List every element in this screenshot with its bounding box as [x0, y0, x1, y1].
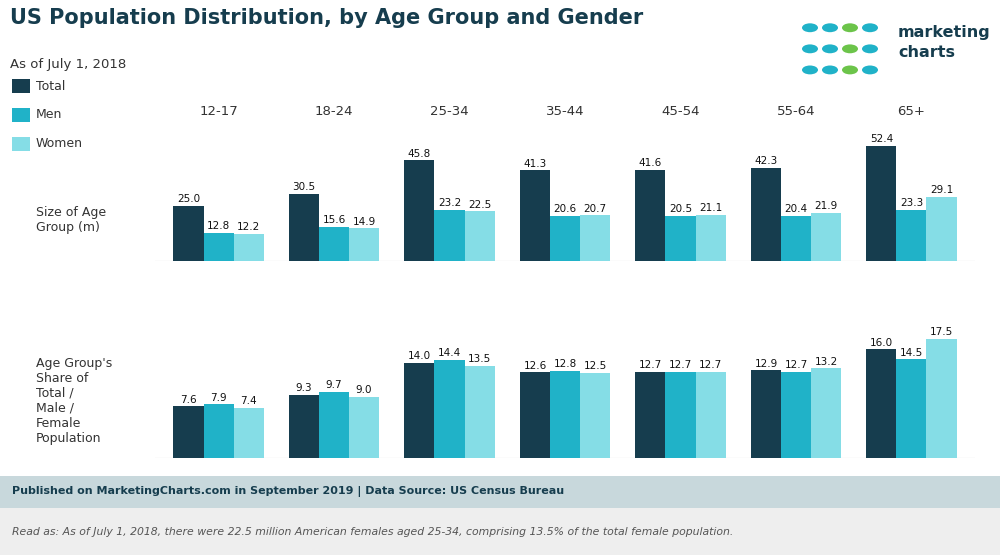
Text: 21.1: 21.1 — [699, 203, 722, 213]
Text: 23.2: 23.2 — [438, 198, 461, 208]
Text: Total: Total — [36, 79, 65, 93]
Text: 12.5: 12.5 — [583, 361, 607, 371]
Bar — [289, 395, 319, 458]
Text: 30.5: 30.5 — [292, 183, 316, 193]
Bar — [926, 339, 957, 458]
Bar — [866, 146, 896, 261]
Text: 7.9: 7.9 — [210, 392, 227, 402]
Bar — [434, 210, 465, 261]
Bar — [520, 170, 550, 261]
Bar — [234, 407, 264, 458]
Bar — [349, 228, 379, 261]
Text: 23.3: 23.3 — [900, 198, 923, 208]
Bar — [751, 370, 781, 458]
Text: Men: Men — [36, 108, 62, 122]
Text: 14.9: 14.9 — [352, 216, 376, 226]
Text: 41.3: 41.3 — [523, 159, 547, 169]
Text: 13.5: 13.5 — [468, 355, 491, 365]
Text: 7.4: 7.4 — [240, 396, 257, 406]
Bar — [665, 216, 696, 261]
Text: 20.6: 20.6 — [553, 204, 577, 214]
Bar — [234, 234, 264, 261]
Bar — [465, 366, 495, 458]
Bar — [635, 371, 665, 458]
Bar — [173, 206, 204, 261]
Text: 15.6: 15.6 — [322, 215, 346, 225]
Text: As of July 1, 2018: As of July 1, 2018 — [10, 58, 126, 71]
Bar — [520, 372, 550, 458]
Bar — [896, 210, 926, 261]
Text: 14.5: 14.5 — [900, 347, 923, 358]
Text: 17.5: 17.5 — [930, 327, 953, 337]
Text: 21.9: 21.9 — [814, 201, 838, 211]
Bar — [896, 359, 926, 458]
Bar — [580, 373, 610, 458]
Text: 20.4: 20.4 — [784, 204, 808, 214]
Bar — [665, 371, 696, 458]
Bar — [580, 215, 610, 261]
Bar — [550, 371, 580, 458]
Text: 12.9: 12.9 — [754, 359, 778, 369]
Text: 14.0: 14.0 — [408, 351, 431, 361]
Bar — [811, 213, 841, 261]
Bar — [404, 363, 434, 458]
Bar — [204, 404, 234, 458]
Bar — [866, 349, 896, 458]
Text: 12.6: 12.6 — [523, 361, 547, 371]
Bar — [319, 226, 349, 261]
Text: 20.5: 20.5 — [669, 204, 692, 214]
Bar — [289, 194, 319, 261]
Text: 52.4: 52.4 — [870, 134, 893, 144]
Text: Women: Women — [36, 137, 83, 150]
Text: 12.2: 12.2 — [237, 223, 260, 233]
Text: US Population Distribution, by Age Group and Gender: US Population Distribution, by Age Group… — [10, 8, 643, 28]
Text: 12.7: 12.7 — [669, 360, 692, 370]
Bar — [926, 197, 957, 261]
Bar — [751, 168, 781, 261]
Bar — [696, 371, 726, 458]
Text: Read as: As of July 1, 2018, there were 22.5 million American females aged 25-34: Read as: As of July 1, 2018, there were … — [12, 527, 733, 537]
Text: 12.7: 12.7 — [784, 360, 808, 370]
Text: 12.7: 12.7 — [639, 360, 662, 370]
Bar — [404, 160, 434, 261]
Text: 25.0: 25.0 — [177, 194, 200, 204]
Bar — [811, 368, 841, 458]
Text: marketing
charts: marketing charts — [898, 25, 991, 60]
Bar — [319, 392, 349, 458]
Bar — [781, 216, 811, 261]
Bar — [550, 216, 580, 261]
Bar — [696, 215, 726, 261]
Text: Size of Age
Group (m): Size of Age Group (m) — [36, 206, 106, 234]
Text: 9.7: 9.7 — [326, 380, 342, 390]
Text: Published on MarketingCharts.com in September 2019 | Data Source: US Census Bure: Published on MarketingCharts.com in Sept… — [12, 486, 564, 497]
Bar — [781, 371, 811, 458]
Bar — [465, 211, 495, 261]
Text: 9.3: 9.3 — [296, 383, 312, 393]
Text: 45.8: 45.8 — [408, 149, 431, 159]
Text: 41.6: 41.6 — [639, 158, 662, 168]
Text: 7.6: 7.6 — [180, 395, 197, 405]
Bar — [204, 233, 234, 261]
Text: 16.0: 16.0 — [870, 337, 893, 347]
Text: 12.8: 12.8 — [553, 359, 577, 369]
Bar — [434, 360, 465, 458]
Text: 42.3: 42.3 — [754, 157, 778, 166]
Text: 13.2: 13.2 — [814, 356, 838, 366]
Bar — [635, 170, 665, 261]
Text: 22.5: 22.5 — [468, 200, 491, 210]
Text: 29.1: 29.1 — [930, 185, 953, 195]
Bar — [349, 397, 379, 458]
Text: 20.7: 20.7 — [583, 204, 607, 214]
Text: 12.8: 12.8 — [207, 221, 230, 231]
Bar — [173, 406, 204, 458]
Text: Age Group's
Share of
Total /
Male /
Female
Population: Age Group's Share of Total / Male / Fema… — [36, 357, 112, 445]
Text: 9.0: 9.0 — [356, 385, 372, 395]
Text: 12.7: 12.7 — [699, 360, 722, 370]
Text: 14.4: 14.4 — [438, 349, 461, 359]
